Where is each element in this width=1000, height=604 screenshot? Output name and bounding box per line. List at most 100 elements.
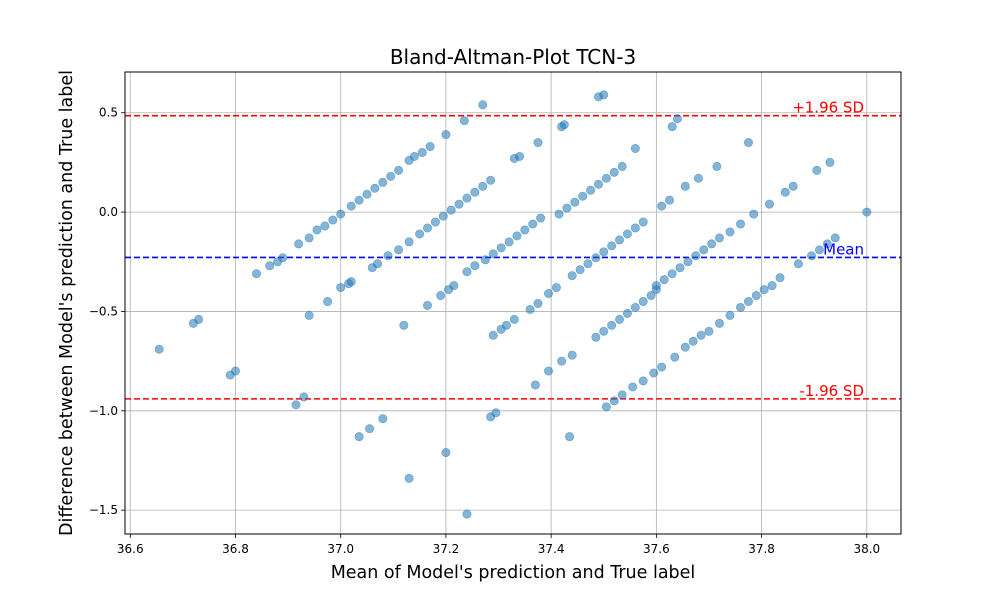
x-tick-label: 36.6 xyxy=(117,542,144,556)
data-point xyxy=(362,189,372,199)
data-point xyxy=(704,326,714,336)
data-point xyxy=(567,350,577,360)
data-point xyxy=(386,171,396,181)
data-point xyxy=(617,390,627,400)
data-point xyxy=(504,237,514,247)
data-point xyxy=(488,330,498,340)
data-point xyxy=(567,271,577,281)
data-point xyxy=(449,281,459,291)
data-point xyxy=(565,432,575,442)
data-point xyxy=(646,291,656,301)
data-point xyxy=(714,318,724,328)
data-point xyxy=(764,199,774,209)
data-point xyxy=(767,281,777,291)
data-point xyxy=(793,259,803,269)
data-point xyxy=(675,263,685,273)
data-point xyxy=(512,231,522,241)
data-point xyxy=(575,265,585,275)
data-point xyxy=(599,326,609,336)
data-point xyxy=(436,291,446,301)
data-point xyxy=(536,213,546,223)
x-axis-ticks: 36.6 36.8 37.0 37.2 37.4 37.6 37.8 38.0 xyxy=(117,534,880,556)
data-point xyxy=(699,245,709,255)
data-point xyxy=(304,310,314,320)
data-point xyxy=(672,114,682,124)
data-point xyxy=(462,193,472,203)
data-point xyxy=(680,342,690,352)
data-point xyxy=(423,300,433,310)
data-point xyxy=(591,253,601,263)
data-point xyxy=(814,245,824,255)
scatter-points xyxy=(154,90,872,519)
data-point xyxy=(609,396,619,406)
data-point xyxy=(617,161,627,171)
data-point xyxy=(670,352,680,362)
data-point xyxy=(533,138,543,148)
data-point xyxy=(491,408,501,418)
data-point xyxy=(291,400,301,410)
data-point xyxy=(812,165,822,175)
data-point xyxy=(559,120,569,130)
data-point xyxy=(417,147,427,157)
data-point xyxy=(830,233,840,243)
data-point xyxy=(480,255,490,265)
data-point xyxy=(551,283,561,293)
data-point xyxy=(649,368,659,378)
data-point xyxy=(628,382,638,392)
data-point xyxy=(441,448,451,458)
data-point xyxy=(807,251,817,261)
data-point xyxy=(252,269,262,279)
data-point xyxy=(683,257,693,267)
data-point xyxy=(354,432,364,442)
x-tick-label: 37.2 xyxy=(433,542,460,556)
data-point xyxy=(562,203,572,213)
data-point xyxy=(336,209,346,219)
data-point xyxy=(622,308,632,318)
data-point xyxy=(554,209,564,219)
data-point xyxy=(194,314,204,324)
data-point xyxy=(583,259,593,269)
data-point xyxy=(657,201,667,211)
data-point xyxy=(691,251,701,261)
grid-layer xyxy=(125,72,901,534)
data-point xyxy=(557,356,567,366)
data-point xyxy=(788,181,798,191)
data-point xyxy=(530,380,540,390)
data-point xyxy=(423,223,433,233)
x-axis-label: Mean of Model's prediction and True labe… xyxy=(331,563,696,583)
y-tick-label: −1.0 xyxy=(89,404,118,418)
data-point xyxy=(415,229,425,239)
data-point xyxy=(446,205,456,215)
reference-line-label: Mean xyxy=(823,240,864,258)
x-tick-label: 37.0 xyxy=(327,542,354,556)
data-point xyxy=(430,217,440,227)
data-point xyxy=(712,161,722,171)
data-point xyxy=(622,229,632,239)
data-point xyxy=(404,473,414,483)
y-axis-label: Difference between Model's prediction an… xyxy=(57,70,77,536)
data-point xyxy=(520,225,530,235)
data-point xyxy=(294,239,304,249)
data-point xyxy=(570,197,580,207)
reference-line-labels: +1.96 SD Mean -1.96 SD xyxy=(792,99,864,400)
data-point xyxy=(591,332,601,342)
data-point xyxy=(454,199,464,209)
data-point xyxy=(578,191,588,201)
data-point xyxy=(599,247,609,257)
data-point xyxy=(667,269,677,279)
data-point xyxy=(638,217,648,227)
y-tick-label: −1.5 xyxy=(89,503,118,517)
data-point xyxy=(378,414,388,424)
data-point xyxy=(775,273,785,283)
data-point xyxy=(615,314,625,324)
data-point xyxy=(725,310,735,320)
data-point xyxy=(615,235,625,245)
data-point xyxy=(399,320,409,330)
data-point xyxy=(693,173,703,183)
data-point xyxy=(544,289,554,299)
data-point xyxy=(714,233,724,243)
data-point xyxy=(383,251,393,261)
data-point xyxy=(665,195,675,205)
